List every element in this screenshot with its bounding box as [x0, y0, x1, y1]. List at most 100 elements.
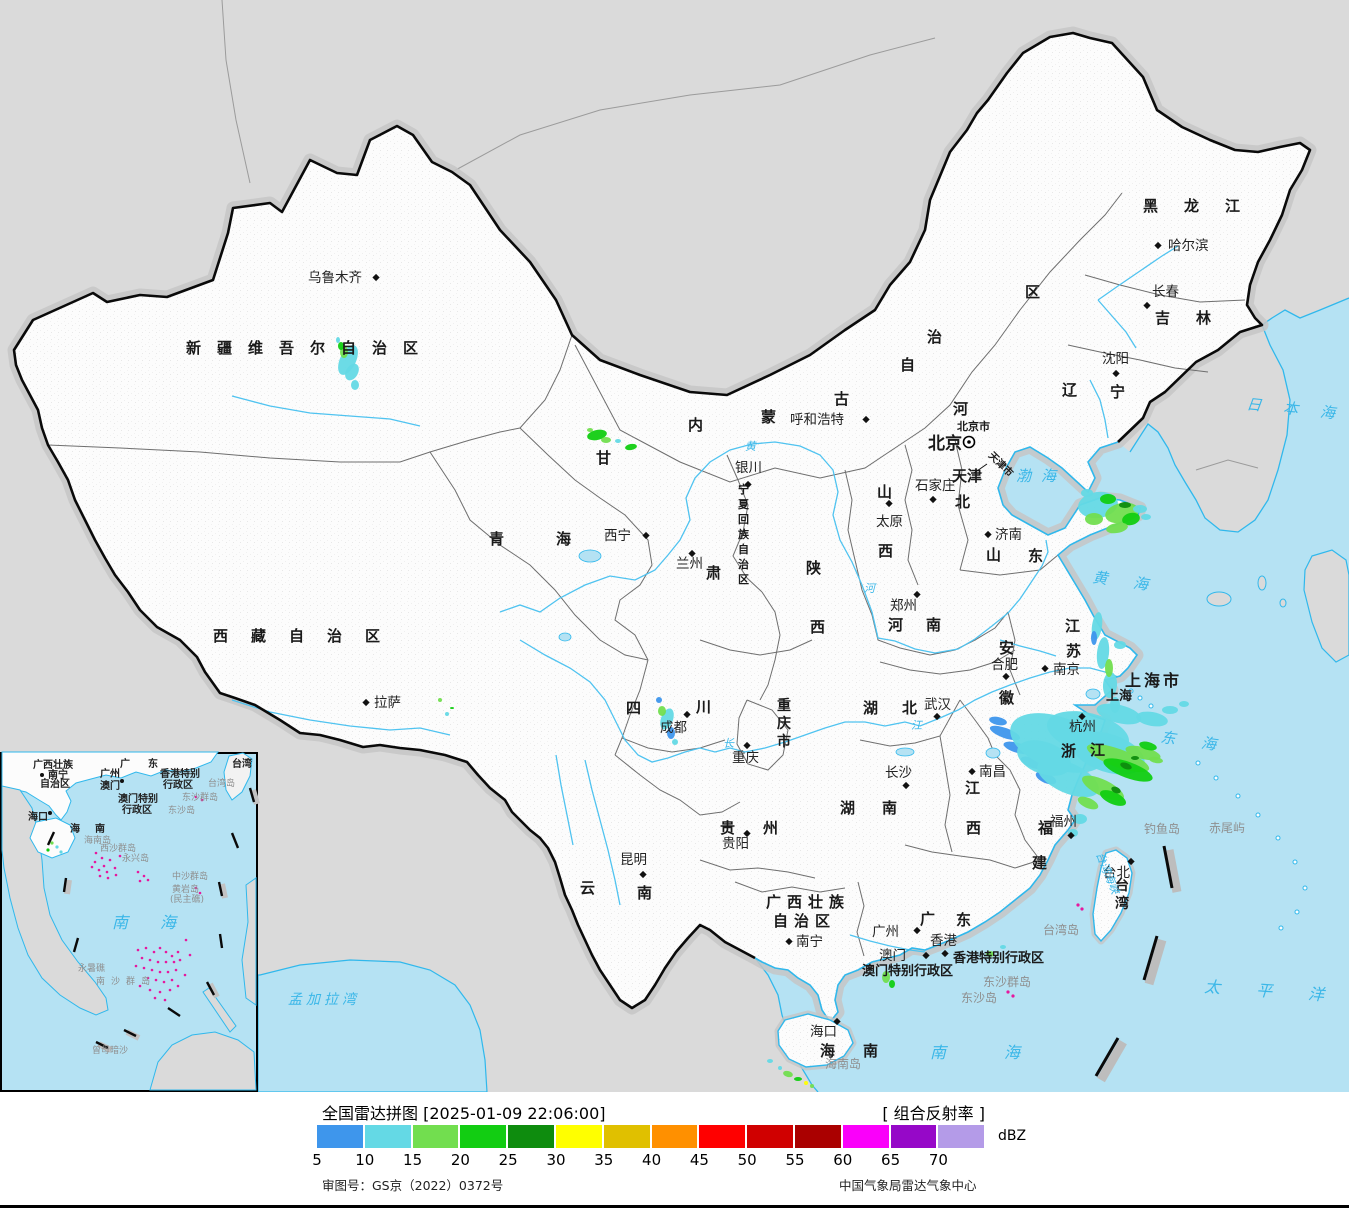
radar-echo [1091, 631, 1097, 645]
city-label: 香港 [930, 933, 958, 949]
legend-band: 全国雷达拼图 [2025-01-09 22:06:00] [ 组合反射率 ] 5… [0, 1092, 1349, 1205]
province-label: 江 [1090, 741, 1105, 759]
legend-swatch [747, 1125, 794, 1148]
city-label: 呼和浩特 [790, 412, 844, 428]
inset-island-marker [105, 870, 109, 874]
sea-label: 黄 [745, 440, 758, 453]
city-marker: ◆ [372, 272, 380, 283]
province-label: 天津 [952, 467, 982, 485]
city-label: 武汉 [924, 697, 952, 713]
small-island [1278, 925, 1284, 931]
beijing-marker-dot [967, 440, 971, 444]
inset-island-marker [142, 966, 146, 970]
river [499, 441, 1049, 654]
inset-island-marker [102, 864, 106, 868]
license-number: 审图号：GS京（2022）0372号 [322, 1178, 504, 1193]
inset-island-marker [162, 980, 166, 984]
jeju-island [1206, 591, 1232, 607]
inset-island-marker [114, 873, 118, 877]
inset-label: 海口 [28, 810, 48, 823]
river [1089, 379, 1109, 439]
sea-area [755, 298, 1349, 1092]
province-label: 广 [920, 910, 935, 928]
river [555, 754, 574, 846]
city-label: 长春 [1152, 284, 1180, 300]
city-marker: ◆ [683, 709, 691, 720]
inset-island-marker [172, 960, 176, 964]
city-label: 福州 [1050, 814, 1077, 830]
inset-label: 自治区 [40, 777, 70, 790]
inset-island-marker [168, 988, 172, 992]
province-label: 西藏自治区 [213, 627, 403, 645]
city-marker: ◆ [1112, 368, 1120, 379]
province-label: 台湾 [1115, 877, 1129, 912]
inset-island-label: 西沙群岛 [100, 842, 136, 854]
city-marker: ◆ [885, 498, 893, 509]
radar-echo [1179, 701, 1189, 707]
inset-island-marker [154, 978, 158, 982]
province-boundary [621, 737, 726, 753]
inset-island-marker [136, 948, 140, 952]
province-label: 肃 [706, 564, 721, 582]
radar-echo [1136, 711, 1168, 727]
inset-boundary-dash [95, 1040, 109, 1050]
foreign-border [221, 0, 251, 184]
radar-echo [1111, 786, 1121, 794]
radar-echo [450, 707, 454, 709]
inset-boundary-dash [46, 831, 56, 846]
inset-boundary-dash [205, 981, 216, 996]
inset-island-marker [148, 988, 152, 992]
sea-label: 河 [864, 582, 877, 595]
radar-echo [351, 380, 359, 390]
inset-label: 香港特别 [160, 767, 200, 780]
radar-echo [601, 437, 611, 443]
province-label: 东 [1028, 547, 1043, 565]
city-label: 澳门 [879, 948, 906, 964]
sea-label: 江 [911, 719, 923, 732]
city-marker: ◆ [933, 711, 941, 722]
inset-label: 行政区 [121, 803, 152, 816]
legend-swatch [460, 1125, 507, 1148]
national-border [12, 31, 1312, 1010]
city-marker: ◆ [785, 936, 793, 947]
sea-label: 孟加拉湾 [288, 992, 360, 1008]
inset-label: 南 [95, 822, 105, 835]
province-label: 南 [926, 616, 941, 634]
inset-island-marker [118, 854, 122, 858]
city-marker: ◆ [743, 828, 751, 839]
small-island [1302, 885, 1308, 891]
radar-echo [1106, 522, 1128, 534]
radar-echo [1122, 512, 1140, 526]
province-label: 北 [902, 699, 917, 717]
legend-swatch [508, 1125, 555, 1148]
city-label: 乌鲁木齐 [308, 270, 362, 286]
inset-island-marker [140, 956, 144, 960]
china-radar-map: 新疆维吾尔自治区西藏自治区青 海甘肃内 蒙古自治区黑龙江吉 林辽 宁河北山西山东河 南陕西… [0, 0, 1349, 1092]
inset-label: 行政区 [162, 778, 193, 791]
city-marker: ◆ [1127, 856, 1135, 867]
inset-dash-shadow [64, 879, 72, 895]
inset-city-marker [120, 779, 124, 783]
radar-echo [810, 1084, 814, 1088]
city-marker: ◆ [1041, 663, 1049, 674]
inset-city-marker [40, 773, 44, 777]
province-label: 川 [695, 698, 711, 716]
small-island [1213, 775, 1219, 781]
boundary-dash [1094, 1037, 1120, 1077]
taiwan-island [1092, 849, 1133, 943]
province-boundary [429, 451, 649, 661]
province-label: 东 [956, 911, 971, 929]
legend-tick: 30 [546, 1151, 566, 1169]
korea-coastline [1129, 324, 1291, 533]
tianjin-arrow [973, 463, 988, 474]
inset-island-marker [166, 970, 170, 974]
legend-swatch [699, 1125, 746, 1148]
province-label: 湖 [863, 699, 878, 717]
inset-island-marker [170, 954, 174, 958]
goto-island [1279, 598, 1287, 608]
legend-swatch [890, 1125, 937, 1148]
inset-island-marker [108, 858, 112, 862]
inset-island-label: 台湾岛 [208, 777, 235, 789]
radar-echo [1096, 703, 1142, 725]
